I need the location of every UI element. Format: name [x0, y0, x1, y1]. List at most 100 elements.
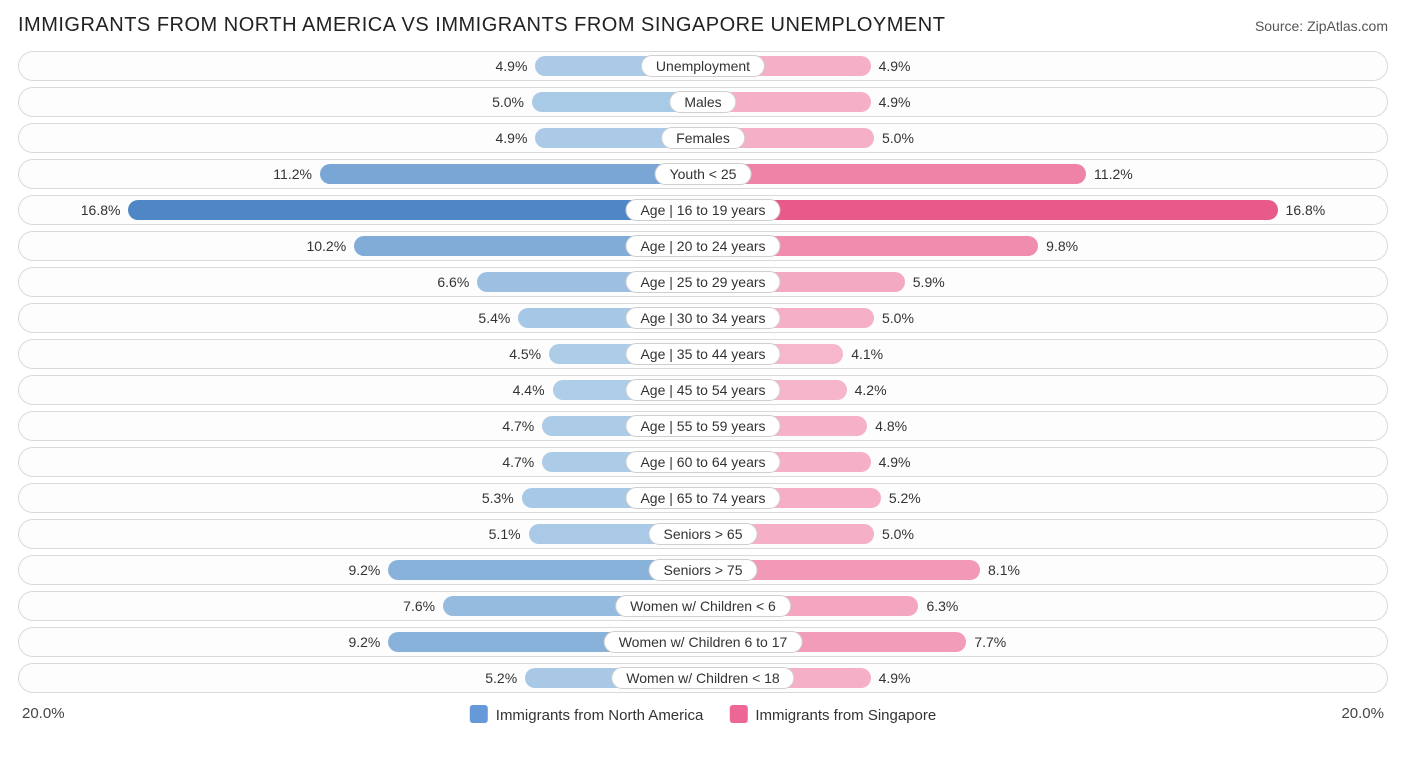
left-half: 5.0%	[19, 88, 703, 116]
right-value-label: 4.9%	[879, 454, 911, 470]
left-value-label: 10.2%	[306, 238, 346, 254]
right-value-label: 9.8%	[1046, 238, 1078, 254]
legend: Immigrants from North America Immigrants…	[470, 705, 936, 724]
category-label: Age | 45 to 54 years	[625, 379, 780, 401]
right-half: 5.2%	[703, 484, 1387, 512]
left-half: 9.2%	[19, 628, 703, 656]
left-value-label: 5.1%	[489, 526, 521, 542]
right-half: 5.9%	[703, 268, 1387, 296]
right-half: 5.0%	[703, 124, 1387, 152]
left-half: 5.2%	[19, 664, 703, 692]
right-half: 11.2%	[703, 160, 1387, 188]
header: IMMIGRANTS FROM NORTH AMERICA VS IMMIGRA…	[18, 14, 1388, 37]
left-half: 4.5%	[19, 340, 703, 368]
category-label: Age | 25 to 29 years	[625, 271, 780, 293]
right-value-label: 4.1%	[851, 346, 883, 362]
right-value-label: 16.8%	[1286, 202, 1326, 218]
data-row: 4.4% 4.2% Age | 45 to 54 years	[18, 375, 1388, 405]
data-row: 5.3% 5.2% Age | 65 to 74 years	[18, 483, 1388, 513]
category-label: Age | 16 to 19 years	[625, 199, 780, 221]
data-row: 4.7% 4.9% Age | 60 to 64 years	[18, 447, 1388, 477]
right-value-label: 5.2%	[889, 490, 921, 506]
left-half: 4.9%	[19, 52, 703, 80]
left-value-label: 7.6%	[403, 598, 435, 614]
right-half: 5.0%	[703, 304, 1387, 332]
source-prefix: Source:	[1255, 18, 1307, 34]
right-half: 7.7%	[703, 628, 1387, 656]
data-row: 4.9%4.9%Unemployment	[18, 51, 1388, 81]
right-value-label: 11.2%	[1094, 166, 1133, 182]
category-label: Age | 55 to 59 years	[625, 415, 780, 437]
left-value-label: 16.8%	[81, 202, 121, 218]
category-label: Seniors > 75	[649, 559, 758, 581]
right-value-label: 5.9%	[913, 274, 945, 290]
left-value-label: 4.5%	[509, 346, 541, 362]
left-value-label: 4.7%	[502, 454, 534, 470]
category-label: Age | 60 to 64 years	[625, 451, 780, 473]
left-half: 6.6%	[19, 268, 703, 296]
left-half: 4.9%	[19, 124, 703, 152]
right-half: 4.9%	[703, 88, 1387, 116]
data-row: 5.0% 4.9% Males	[18, 87, 1388, 117]
right-half: 6.3%	[703, 592, 1387, 620]
category-label: Age | 65 to 74 years	[625, 487, 780, 509]
left-value-label: 4.9%	[496, 58, 528, 74]
left-value-label: 4.9%	[496, 130, 528, 146]
chart-container: IMMIGRANTS FROM NORTH AMERICA VS IMMIGRA…	[0, 0, 1406, 757]
data-row: 10.2% 9.8% Age | 20 to 24 years	[18, 231, 1388, 261]
data-row: 5.1% 5.0% Seniors > 65	[18, 519, 1388, 549]
left-value-label: 5.4%	[478, 310, 510, 326]
category-label: Women w/ Children 6 to 17	[604, 631, 803, 653]
right-half: 4.8%	[703, 412, 1387, 440]
right-half: 4.9%	[703, 448, 1387, 476]
left-value-label: 5.0%	[492, 94, 524, 110]
left-value-label: 11.2%	[273, 166, 312, 182]
data-row: 7.6%6.3%Women w/ Children < 6	[18, 591, 1388, 621]
legend-swatch-right	[729, 705, 747, 723]
data-row: 11.2%11.2%Youth < 25	[18, 159, 1388, 189]
right-value-label: 4.9%	[879, 670, 911, 686]
right-value-label: 8.1%	[988, 562, 1020, 578]
left-half: 5.1%	[19, 520, 703, 548]
right-half: 5.0%	[703, 520, 1387, 548]
right-half: 4.9%	[703, 52, 1387, 80]
data-row: 6.6% 5.9% Age | 25 to 29 years	[18, 267, 1388, 297]
category-label: Age | 30 to 34 years	[625, 307, 780, 329]
left-value-label: 5.2%	[485, 670, 517, 686]
source-attribution: Source: ZipAtlas.com	[1255, 18, 1388, 34]
left-half: 4.7%	[19, 412, 703, 440]
category-label: Age | 20 to 24 years	[625, 235, 780, 257]
right-value-label: 7.7%	[974, 634, 1006, 650]
data-row: 4.9% 5.0% Females	[18, 123, 1388, 153]
category-label: Age | 35 to 44 years	[625, 343, 780, 365]
left-value-label: 9.2%	[348, 562, 380, 578]
left-half: 4.7%	[19, 448, 703, 476]
category-label: Males	[669, 91, 736, 113]
left-half: 5.3%	[19, 484, 703, 512]
category-label: Seniors > 65	[649, 523, 758, 545]
right-value-label: 4.9%	[879, 94, 911, 110]
category-label: Women w/ Children < 18	[611, 667, 794, 689]
right-half: 16.8%	[703, 196, 1387, 224]
category-label: Females	[661, 127, 745, 149]
data-row: 5.4% 5.0%Age | 30 to 34 years	[18, 303, 1388, 333]
left-value-label: 5.3%	[482, 490, 514, 506]
left-half: 4.4%	[19, 376, 703, 404]
right-value-label: 5.0%	[882, 130, 914, 146]
left-half: 9.2%	[19, 556, 703, 584]
legend-item-right: Immigrants from Singapore	[729, 705, 936, 724]
right-half: 4.1%	[703, 340, 1387, 368]
data-row: 9.2% 8.1% Seniors > 75	[18, 555, 1388, 585]
category-label: Unemployment	[641, 55, 765, 77]
source-name: ZipAtlas.com	[1307, 18, 1388, 34]
data-row: 5.2% 4.9% Women w/ Children < 18	[18, 663, 1388, 693]
data-row: 9.2% 7.7% Women w/ Children 6 to 17	[18, 627, 1388, 657]
left-half: 10.2%	[19, 232, 703, 260]
axis-max-right: 20.0%	[1341, 705, 1384, 722]
left-bar	[320, 164, 703, 184]
rows-container: 4.9%4.9%Unemployment5.0%4.9%Males4.9%5.0…	[18, 51, 1388, 693]
right-value-label: 4.2%	[855, 382, 887, 398]
right-half: 8.1%	[703, 556, 1387, 584]
right-value-label: 5.0%	[882, 526, 914, 542]
left-half: 11.2%	[19, 160, 703, 188]
